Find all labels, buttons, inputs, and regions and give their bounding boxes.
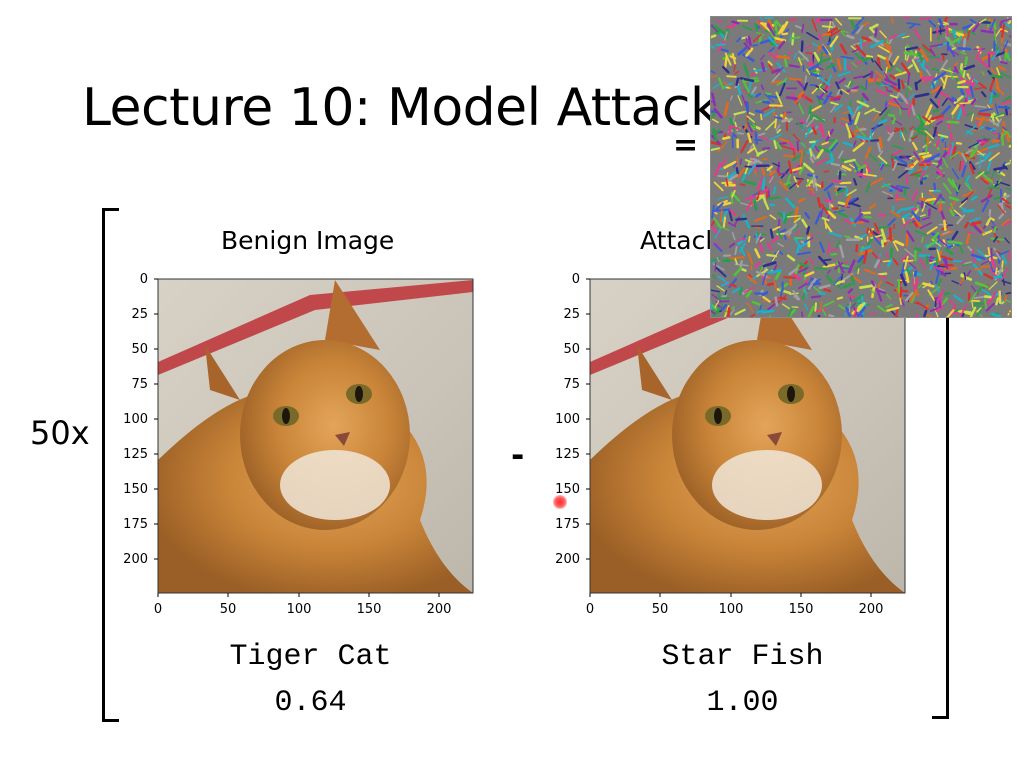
right-bracket (932, 318, 949, 719)
benign-cat-photo (158, 279, 473, 593)
y-tick-label: 75 (131, 377, 148, 392)
y-tick-label: 200 (555, 552, 580, 567)
y-tick-label: 150 (123, 482, 148, 497)
y-tick-label: 50 (131, 342, 148, 357)
y-tick-label: 150 (555, 482, 580, 497)
y-tick-label: 100 (555, 412, 580, 427)
attacked-image-plot: 0 25 50 75 100 125 150 175 200 0 50 100 … (555, 272, 906, 617)
attacked-class-label: Star Fish (661, 640, 824, 674)
slide-title: Lecture 10: Model Attack (82, 78, 720, 138)
attacked-cat-photo (590, 279, 905, 593)
x-tick-label: 50 (220, 602, 237, 617)
benign-x-axis: 0 50 100 150 200 (154, 593, 452, 617)
y-tick-label: 200 (123, 552, 148, 567)
laser-pointer-dot (553, 495, 567, 509)
x-tick-label: 100 (287, 602, 312, 617)
benign-image-title: Benign Image (221, 226, 395, 255)
x-tick-label: 50 (652, 602, 669, 617)
y-tick-label: 175 (555, 517, 580, 532)
x-tick-label: 150 (789, 602, 814, 617)
y-tick-label: 25 (131, 307, 148, 322)
benign-class-label: Tiger Cat (229, 640, 392, 674)
minus-operator: - (511, 436, 525, 474)
y-tick-label: 100 (123, 412, 148, 427)
y-tick-label: 175 (123, 517, 148, 532)
x-tick-label: 150 (357, 602, 382, 617)
x-tick-label: 100 (719, 602, 744, 617)
x-tick-label: 0 (586, 602, 594, 617)
benign-image-plot: 0 25 50 75 100 125 150 175 200 0 50 100 … (123, 272, 474, 617)
benign-y-axis: 0 25 50 75 100 125 150 175 200 (123, 272, 158, 567)
y-tick-label: 125 (555, 447, 580, 462)
x-tick-label: 200 (427, 602, 452, 617)
y-tick-label: 75 (563, 377, 580, 392)
benign-confidence: 0.64 (274, 686, 347, 720)
y-tick-label: 125 (123, 447, 148, 462)
attacked-confidence: 1.00 (706, 686, 779, 720)
x-tick-label: 200 (859, 602, 884, 617)
x-tick-label: 0 (154, 602, 162, 617)
y-tick-label: 0 (140, 272, 148, 287)
attacked-y-axis: 0 25 50 75 100 125 150 175 200 (555, 272, 590, 567)
equals-operator: = (673, 128, 699, 163)
y-tick-label: 25 (563, 307, 580, 322)
multiplier-label: 50x (30, 414, 90, 452)
attacked-x-axis: 0 50 100 150 200 (586, 593, 884, 617)
y-tick-label: 0 (572, 272, 580, 287)
noise-pattern (711, 17, 1011, 317)
left-bracket (102, 208, 119, 722)
y-tick-label: 50 (563, 342, 580, 357)
noise-perturbation-image (710, 16, 1012, 318)
